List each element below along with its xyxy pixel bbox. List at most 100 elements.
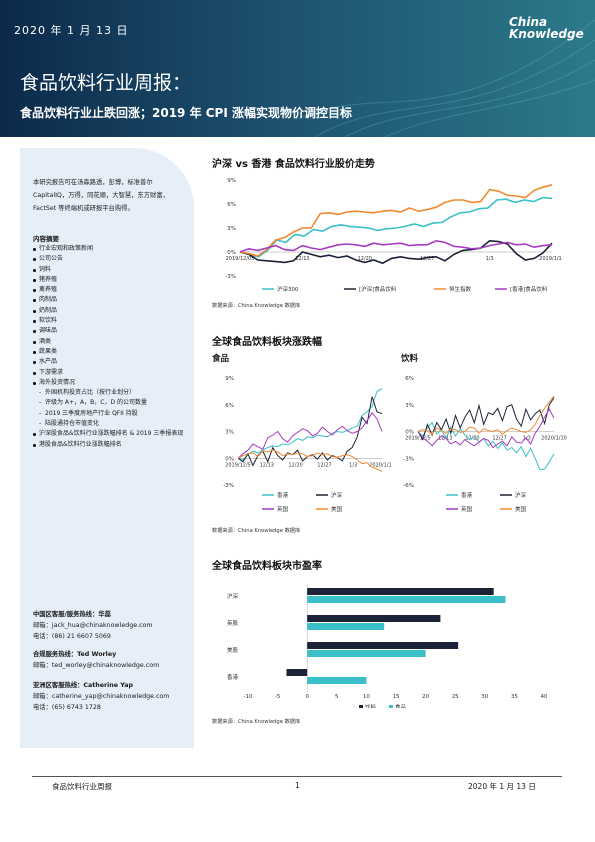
x-tick-label: 2019/12/05 <box>226 256 255 262</box>
food-line-chart: -3% 0% 3% 6% 9% 2019/12/5 12/13 12/20 12/27 1/3 20… <box>223 376 392 513</box>
series-line-2 <box>239 184 553 257</box>
y-tick-label: 6% <box>225 403 234 409</box>
series-line-1 <box>417 397 555 441</box>
source-note-2: 数据来源：China Knowledge 数据库 <box>212 528 301 534</box>
toc-item: 行业宏观和政策新闻 <box>33 244 191 254</box>
toc-item: 饲料 <box>33 265 191 275</box>
x-tick-label: 2019/12/5 <box>405 436 431 442</box>
bar-0 <box>286 669 308 676</box>
contact-asia: 亚洲区客服热线：Catherine Yap 邮箱：catherine_yap@c… <box>33 682 170 711</box>
bar-1 <box>307 650 426 657</box>
x-tick-label: 20 <box>422 694 429 700</box>
series-line-3 <box>237 449 383 473</box>
subtitle-beverage: 饮料 <box>401 354 419 364</box>
y-tick-label: 0% <box>225 456 234 462</box>
series-line-2 <box>237 411 383 459</box>
table-of-contents: 行业宏观和政策新闻 公司公告 饲料 猪养殖 禽养殖 肉制品 奶制品 软饮料 调味品 酒类 蔬果类 水产… <box>33 244 191 450</box>
y-tick-label: 6% <box>405 376 414 382</box>
toc-item: 肉制品 <box>33 295 191 305</box>
toc-item: 猪养殖 <box>33 275 191 285</box>
x-tick-label: 40 <box>541 694 548 700</box>
bar-1 <box>307 623 385 630</box>
x-tick-label: 2020/1/10 <box>541 436 567 442</box>
report-date: 2020 年 1 月 13 日 <box>14 24 129 37</box>
page-number: 1 <box>295 781 300 790</box>
sidebar-panel <box>20 148 194 748</box>
x-tick-label: -5 <box>275 694 281 700</box>
y-tick-label: 0% <box>405 430 414 436</box>
report-subtitle: 食品饮料行业止跌回涨；2019 年 CPI 涨幅实现物价调控目标 <box>20 106 353 120</box>
series-line-0 <box>237 388 383 461</box>
toc-item: 水产品 <box>33 357 191 367</box>
y-tick-label: -6% <box>403 483 414 489</box>
legend-label: 恒生指数 <box>449 285 472 293</box>
legend-label: 沪深 <box>515 491 527 499</box>
toc-item: 奶制品 <box>33 306 191 316</box>
x-tick-label: 12/20 <box>465 436 479 442</box>
toc-item: 外国机构投资占比（按行业划分） <box>33 388 191 399</box>
subtitle-food: 食品 <box>212 354 230 364</box>
section-title-change: 全球食品饮料板块涨跌幅 <box>212 337 322 348</box>
series-line-3 <box>417 395 555 435</box>
x-tick-label: 0 <box>305 694 309 700</box>
toc-item: 沪深股食品&饮料行业涨跌幅排名 & 2019 三季报表现 <box>33 429 191 439</box>
series-line-3 <box>239 239 553 253</box>
y-tick-label: 6% <box>227 202 236 208</box>
legend-label: [香港]食品饮料 <box>510 285 548 293</box>
x-tick-label: 12/13 <box>260 462 274 468</box>
x-tick-label: 2020/1/10 <box>369 462 392 468</box>
x-tick-label: 12/27 <box>492 436 506 442</box>
toc-item: 软饮料 <box>33 316 191 326</box>
y-tick-label: 3% <box>227 226 236 232</box>
legend-swatch <box>359 705 363 708</box>
y-tick-label: 9% <box>225 376 234 382</box>
x-tick-label: 2019/1/10 <box>539 256 562 262</box>
beverage-line-chart: -6%-3%0%3%6%2019/12/5 12/13 12/20 12/27 1/3 2… <box>403 376 567 513</box>
category-label: 沪深 <box>227 592 239 600</box>
sidebar-intro: 本研究报告可在汤森路透，彭博，标准普尔 CapitalIQ，万得，同花顺，大智慧… <box>33 179 169 212</box>
legend-label: 饮料 <box>365 703 377 708</box>
x-tick-label: 5 <box>335 694 339 700</box>
y-tick-label: 9% <box>227 178 236 184</box>
y-tick-label: 3% <box>405 403 414 409</box>
category-label: 英股 <box>227 619 239 627</box>
toc-item: 蔬果类 <box>33 347 191 357</box>
category-label: 美股 <box>227 646 239 654</box>
legend-label: 食品 <box>395 703 407 708</box>
legend-label: 香港 <box>277 491 289 499</box>
y-tick-label: -3% <box>223 483 234 489</box>
x-tick-label: 12/20 <box>288 462 302 468</box>
y-tick-label: -3% <box>403 456 414 462</box>
toc-item: 公司公告 <box>33 254 191 264</box>
footer-divider <box>32 776 562 777</box>
toc-title: 内容摘要 <box>33 235 59 243</box>
x-tick-label: 25 <box>452 694 459 700</box>
toc-item: 下游需求 <box>33 368 191 378</box>
toc-item: 港股食品&饮料行业涨跌幅排名 <box>33 440 191 450</box>
section-title-pe: 全球食品饮料板块市盈率 <box>212 561 322 572</box>
report-title: 食品饮料行业周报： <box>20 72 192 94</box>
bar-0 <box>307 615 441 622</box>
y-tick-label: -3% <box>225 274 236 280</box>
x-tick-label: 1/3 <box>486 256 494 262</box>
category-label: 香港 <box>227 673 239 681</box>
legend-label: 沪深 <box>331 491 343 499</box>
legend-swatch <box>389 705 393 708</box>
source-note-1: 数据来源：China Knowledge 数据库 <box>212 303 301 309</box>
legend-label: 香港 <box>461 491 473 499</box>
y-tick-label: 0% <box>227 250 236 256</box>
source-note-3: 数据来源：China Knowledge 数据库 <box>212 719 301 725</box>
section-title-trend: 沪深 vs 香港 食品饮料行业股价走势 <box>212 159 375 170</box>
x-tick-label: 2019/12/5 <box>225 462 251 468</box>
bar-0 <box>307 588 494 595</box>
x-tick-label: 1/3 <box>349 462 357 468</box>
legend-label: 美国 <box>331 505 343 513</box>
x-tick-label: 12/27 <box>420 256 434 262</box>
legend-label: [沪深]食品饮料 <box>359 285 397 293</box>
footer-date: 2020 年 1 月 13 日 <box>468 782 536 791</box>
toc-item: 禽养殖 <box>33 285 191 295</box>
x-tick-label: 12/27 <box>317 462 331 468</box>
legend-label: 英国 <box>277 505 289 513</box>
series-line-1 <box>239 239 553 265</box>
